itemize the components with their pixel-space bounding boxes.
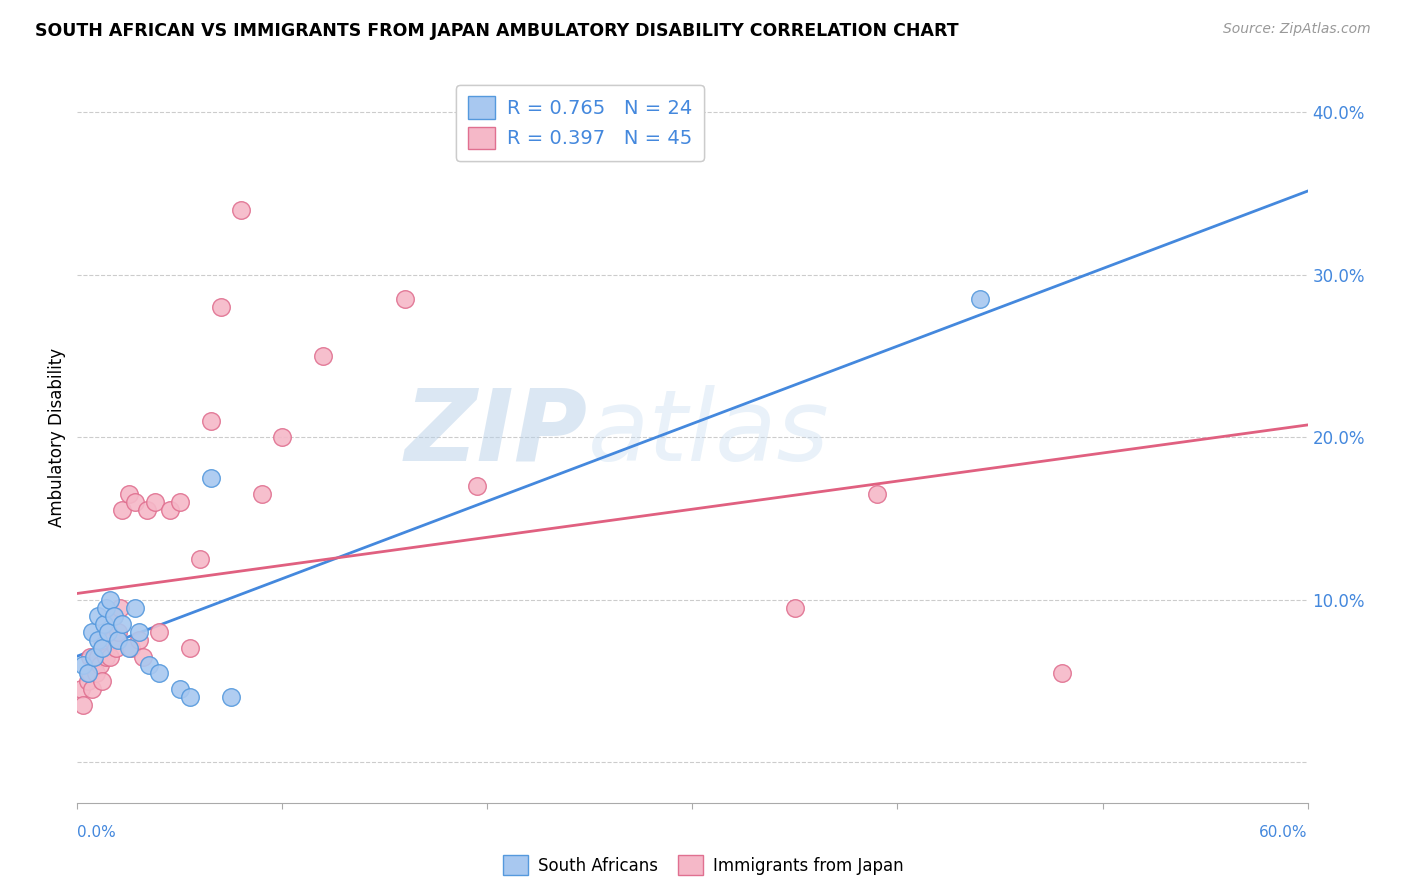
Point bbox=[312, 349, 335, 363]
Point bbox=[87, 649, 110, 664]
Point bbox=[117, 641, 139, 656]
Point bbox=[83, 657, 105, 672]
Point bbox=[138, 657, 160, 672]
Point bbox=[97, 625, 120, 640]
Point bbox=[866, 487, 889, 501]
Point bbox=[103, 608, 125, 623]
Point bbox=[148, 625, 170, 640]
Point bbox=[169, 681, 191, 696]
Point bbox=[80, 625, 103, 640]
Point bbox=[200, 414, 222, 428]
Point bbox=[271, 430, 294, 444]
Point bbox=[136, 503, 159, 517]
Y-axis label: Ambulatory Disability: Ambulatory Disability bbox=[48, 348, 66, 526]
Point bbox=[169, 495, 191, 509]
Point bbox=[132, 649, 155, 664]
Point bbox=[219, 690, 242, 705]
Point bbox=[107, 633, 129, 648]
Text: 0.0%: 0.0% bbox=[77, 825, 117, 840]
Point bbox=[465, 479, 488, 493]
Text: SOUTH AFRICAN VS IMMIGRANTS FROM JAPAN AMBULATORY DISABILITY CORRELATION CHART: SOUTH AFRICAN VS IMMIGRANTS FROM JAPAN A… bbox=[35, 22, 959, 40]
Point bbox=[120, 641, 142, 656]
Point bbox=[93, 617, 115, 632]
Point bbox=[98, 649, 121, 664]
Point bbox=[111, 503, 134, 517]
Point bbox=[107, 625, 129, 640]
Point bbox=[90, 641, 114, 656]
Point bbox=[179, 690, 201, 705]
Point bbox=[97, 625, 120, 640]
Text: Source: ZipAtlas.com: Source: ZipAtlas.com bbox=[1223, 22, 1371, 37]
Text: ZIP: ZIP bbox=[405, 385, 588, 482]
Point bbox=[159, 503, 181, 517]
Point bbox=[70, 681, 93, 696]
Point bbox=[128, 633, 150, 648]
Point bbox=[79, 665, 101, 680]
Point bbox=[76, 673, 98, 688]
Point bbox=[200, 471, 222, 485]
Point bbox=[94, 600, 117, 615]
Text: atlas: atlas bbox=[588, 385, 830, 482]
Point bbox=[87, 608, 110, 623]
Point bbox=[87, 633, 110, 648]
Point bbox=[128, 625, 150, 640]
Point bbox=[72, 657, 94, 672]
Point bbox=[94, 649, 117, 664]
Point bbox=[83, 649, 105, 664]
Point bbox=[969, 292, 991, 306]
Point bbox=[148, 665, 170, 680]
Point bbox=[209, 300, 232, 314]
Point bbox=[250, 487, 273, 501]
Point bbox=[98, 592, 121, 607]
Point bbox=[93, 641, 115, 656]
Point bbox=[79, 649, 101, 664]
Legend: R = 0.765   N = 24, R = 0.397   N = 45: R = 0.765 N = 24, R = 0.397 N = 45 bbox=[456, 85, 703, 161]
Text: 60.0%: 60.0% bbox=[1260, 825, 1308, 840]
Point bbox=[90, 673, 114, 688]
Point bbox=[394, 292, 416, 306]
Point bbox=[117, 487, 139, 501]
Point bbox=[179, 641, 201, 656]
Point bbox=[124, 495, 146, 509]
Point bbox=[783, 600, 806, 615]
Point bbox=[1050, 665, 1073, 680]
Point bbox=[124, 600, 146, 615]
Point bbox=[90, 633, 114, 648]
Point bbox=[89, 657, 111, 672]
Point bbox=[110, 600, 132, 615]
Point bbox=[76, 665, 98, 680]
Point bbox=[80, 681, 103, 696]
Point bbox=[103, 608, 125, 623]
Point bbox=[84, 665, 107, 680]
Point bbox=[105, 641, 128, 656]
Point bbox=[143, 495, 166, 509]
Point bbox=[188, 552, 212, 566]
Point bbox=[101, 633, 124, 648]
Point bbox=[72, 698, 94, 713]
Point bbox=[231, 202, 253, 217]
Point bbox=[111, 617, 134, 632]
Legend: South Africans, Immigrants from Japan: South Africans, Immigrants from Japan bbox=[496, 848, 910, 882]
